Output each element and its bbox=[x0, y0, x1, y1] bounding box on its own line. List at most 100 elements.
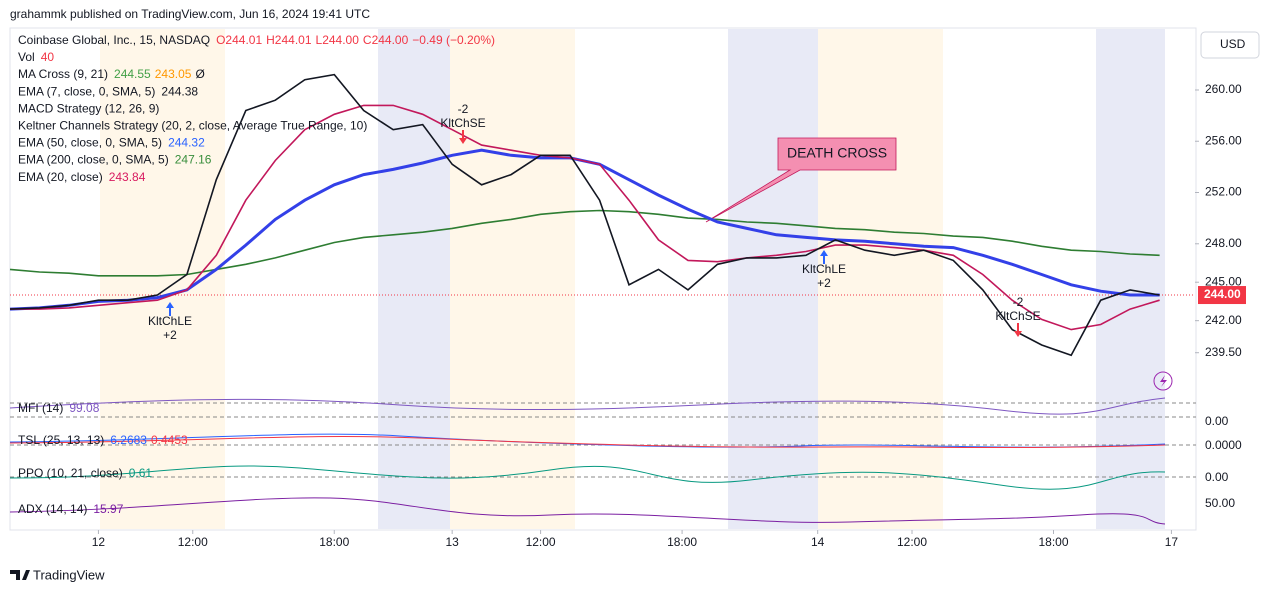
legend-label: MA Cross (9, 21) bbox=[18, 67, 108, 81]
signal-qty: -2 bbox=[458, 102, 469, 116]
y-tick-label: 260.00 bbox=[1205, 82, 1242, 96]
pane-scale: 0.00 bbox=[1205, 470, 1229, 484]
callout-shape bbox=[705, 137, 897, 223]
legend-label: ADX (14, 14) bbox=[18, 502, 87, 516]
legend-value: 0.61 bbox=[129, 466, 153, 480]
session-bands bbox=[100, 29, 1165, 529]
last-price-box bbox=[1198, 286, 1246, 305]
adx-line bbox=[9, 497, 1166, 525]
indicator-panes bbox=[9, 397, 1196, 525]
band bbox=[818, 29, 943, 529]
x-tick-label: 18:00 bbox=[319, 535, 349, 549]
band bbox=[1096, 29, 1165, 529]
legend-label: TSL (25, 13, 13) bbox=[18, 433, 104, 447]
header: grahammk published on TradingView.com, J… bbox=[10, 7, 370, 21]
band bbox=[450, 29, 575, 529]
legend-row: EMA (20, close) 243.84 bbox=[18, 170, 146, 184]
legend-value: 243.05 bbox=[155, 67, 192, 81]
mfi-line bbox=[9, 397, 1166, 415]
legend-label: EMA (50, close, 0, SMA, 5) bbox=[18, 136, 162, 150]
legend-label: EMA (7, close, 0, SMA, 5) bbox=[18, 84, 155, 98]
last-price-label: 244.00 bbox=[1204, 287, 1241, 301]
legend-value: 247.16 bbox=[175, 153, 212, 167]
legend-value: 6.2683 bbox=[110, 433, 147, 447]
ppo-line bbox=[9, 465, 1166, 490]
x-tick-label: 18:00 bbox=[1038, 535, 1068, 549]
legend-value: −0.49 (−0.20%) bbox=[412, 33, 495, 47]
x-tick-label: 12:00 bbox=[897, 535, 927, 549]
legend-value: 40 bbox=[41, 50, 55, 64]
legend-value: 244.55 bbox=[114, 67, 151, 81]
legend-label: MACD Strategy (12, 26, 9) bbox=[18, 102, 159, 116]
currency-button[interactable] bbox=[1200, 31, 1260, 59]
legend-value: C244.00 bbox=[363, 33, 409, 47]
series-line bbox=[9, 73, 1160, 357]
legend-value: 99.08 bbox=[69, 401, 99, 415]
x-tick-label: 13 bbox=[445, 535, 459, 549]
pane-legend: MFI (14) 99.08 bbox=[18, 401, 100, 415]
signal-arrow bbox=[166, 302, 174, 316]
legend-value: 15.97 bbox=[93, 502, 123, 516]
signal-qty: -2 bbox=[1013, 295, 1024, 309]
currency-label: USD bbox=[1220, 37, 1246, 51]
callout-text: DEATH CROSS bbox=[787, 145, 887, 161]
band bbox=[728, 29, 818, 529]
y-tick-label: 252.00 bbox=[1205, 185, 1242, 199]
legend-row: EMA (200, close, 0, SMA, 5) 247.16 bbox=[18, 153, 212, 167]
legend-row: Vol 40 bbox=[18, 50, 54, 64]
x-tick-label: 14 bbox=[811, 535, 825, 549]
flash-icon[interactable] bbox=[1153, 371, 1173, 391]
y-tick-label: 242.00 bbox=[1205, 313, 1242, 327]
signal-qty: +2 bbox=[817, 276, 831, 290]
flash-glyph bbox=[1160, 375, 1167, 387]
x-tick-label: 12:00 bbox=[178, 535, 208, 549]
death-cross-callout: DEATH CROSS bbox=[705, 137, 897, 223]
footer: TradingView bbox=[33, 567, 105, 582]
x-tick-label: 18:00 bbox=[667, 535, 697, 549]
pane-scale: 0.0000 bbox=[1205, 438, 1242, 452]
legend-row: EMA (50, close, 0, SMA, 5) 244.32 bbox=[18, 136, 205, 150]
signal-arrow bbox=[820, 250, 828, 264]
legend-value: 244.32 bbox=[168, 136, 205, 150]
signal-arrow bbox=[1014, 323, 1022, 337]
pane-legend: PPO (10, 21, close) 0.61 bbox=[18, 466, 152, 480]
legend-value: 243.84 bbox=[109, 170, 146, 184]
legend-value: O244.01 bbox=[216, 33, 262, 47]
legend-label: Keltner Channels Strategy (20, 2, close,… bbox=[18, 119, 367, 133]
legend-row: MA Cross (9, 21) 244.55 243.05 Ø bbox=[18, 67, 205, 81]
legend-label: Vol bbox=[18, 50, 35, 64]
frame bbox=[9, 27, 1197, 531]
pane-scale: 0.00 bbox=[1205, 414, 1229, 428]
y-tick-label: 248.00 bbox=[1205, 236, 1242, 250]
legend-label: Coinbase Global, Inc., 15, NASDAQ bbox=[18, 33, 210, 47]
tsl-signal bbox=[9, 436, 1166, 449]
x-tick-label: 17 bbox=[1165, 535, 1179, 549]
legend-label: MFI (14) bbox=[18, 401, 63, 415]
band bbox=[378, 29, 450, 529]
logo-mark bbox=[10, 570, 30, 580]
signal-label: KltChSE bbox=[440, 116, 485, 130]
y-tick-label: 239.50 bbox=[1205, 345, 1242, 359]
legend-row: Keltner Channels Strategy (20, 2, close,… bbox=[18, 119, 367, 133]
x-tick-label: 12 bbox=[92, 535, 106, 549]
legend-label: PPO (10, 21, close) bbox=[18, 466, 123, 480]
legend-value: Ø bbox=[195, 67, 204, 81]
signal-arrow bbox=[459, 130, 467, 144]
pane-legend: TSL (25, 13, 13) 6.2683 0.4453 bbox=[18, 433, 188, 447]
legend-row: MACD Strategy (12, 26, 9) bbox=[18, 102, 159, 116]
legend-value: 0.4453 bbox=[151, 433, 188, 447]
legend-label: EMA (200, close, 0, SMA, 5) bbox=[18, 153, 169, 167]
legend-value: L244.00 bbox=[316, 33, 360, 47]
legend-row: EMA (7, close, 0, SMA, 5) 244.38 bbox=[18, 84, 198, 98]
legend-value: 244.38 bbox=[161, 84, 198, 98]
pane-legend: ADX (14, 14) 15.97 bbox=[18, 502, 124, 516]
y-tick-label: 245.00 bbox=[1205, 274, 1242, 288]
signal-qty: +2 bbox=[163, 328, 177, 342]
legend-row: Coinbase Global, Inc., 15, NASDAQ O244.01… bbox=[18, 33, 495, 47]
signal-label: KltChLE bbox=[148, 314, 192, 328]
signal-label: KltChSE bbox=[995, 309, 1040, 323]
legend-label: EMA (20, close) bbox=[18, 170, 103, 184]
legend-value: H244.01 bbox=[266, 33, 312, 47]
pane-scale: 50.00 bbox=[1205, 496, 1235, 510]
